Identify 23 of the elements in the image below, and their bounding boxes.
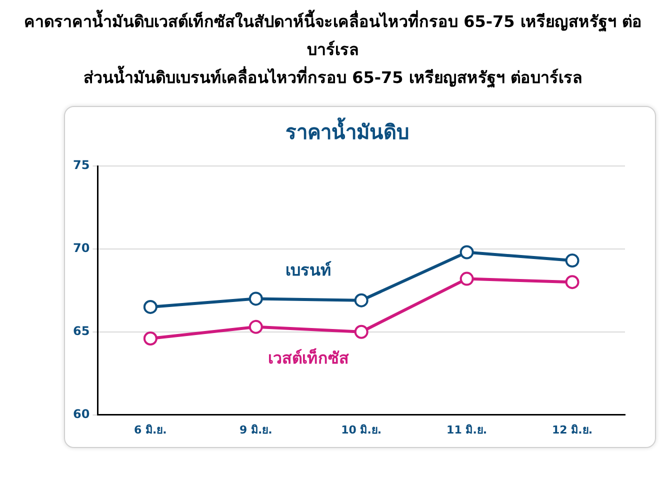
series-label: เวสต์เท็กซัส xyxy=(268,346,350,368)
series-label: เบรนท์ xyxy=(286,260,332,280)
point xyxy=(565,275,580,290)
x-tick-label: 6 มิ.ย. xyxy=(134,423,167,436)
x-tick-label: 12 มิ.ย. xyxy=(552,423,593,436)
x-tick-label: 10 มิ.ย. xyxy=(341,423,382,436)
point xyxy=(143,300,158,314)
x-tick-label: 9 มิ.ย. xyxy=(239,423,272,436)
point xyxy=(248,320,263,334)
point xyxy=(565,254,580,268)
point xyxy=(143,332,158,346)
x-tick-label: 11 มิ.ย. xyxy=(446,423,488,436)
chart-subtitle: ราคาน้ำมันดิบ xyxy=(286,117,410,144)
chart-title: คาดราคาน้ำมันดิบเวสต์เท็กซัสในสัปดาห์นี้จะเคลื่อนไหวที่กรอบ 65-75 เหรียญสหรัฐฯ ต่อบาร์เรล ส่วนน้ำมันดิบเบรนท์เคลื่อนไหวที่กรอบ 65-75 เหรียญสหรัฐฯ ต่อบาร์เรล xyxy=(23,8,643,90)
point xyxy=(354,293,368,308)
y-tick-label: 60 xyxy=(72,406,90,421)
y-tick-label: 75 xyxy=(72,158,90,172)
point xyxy=(460,245,474,260)
point xyxy=(460,272,474,286)
point xyxy=(354,324,368,339)
point xyxy=(248,292,263,306)
y-tick-label: 65 xyxy=(72,324,90,338)
y-tick-label: 70 xyxy=(72,241,90,256)
